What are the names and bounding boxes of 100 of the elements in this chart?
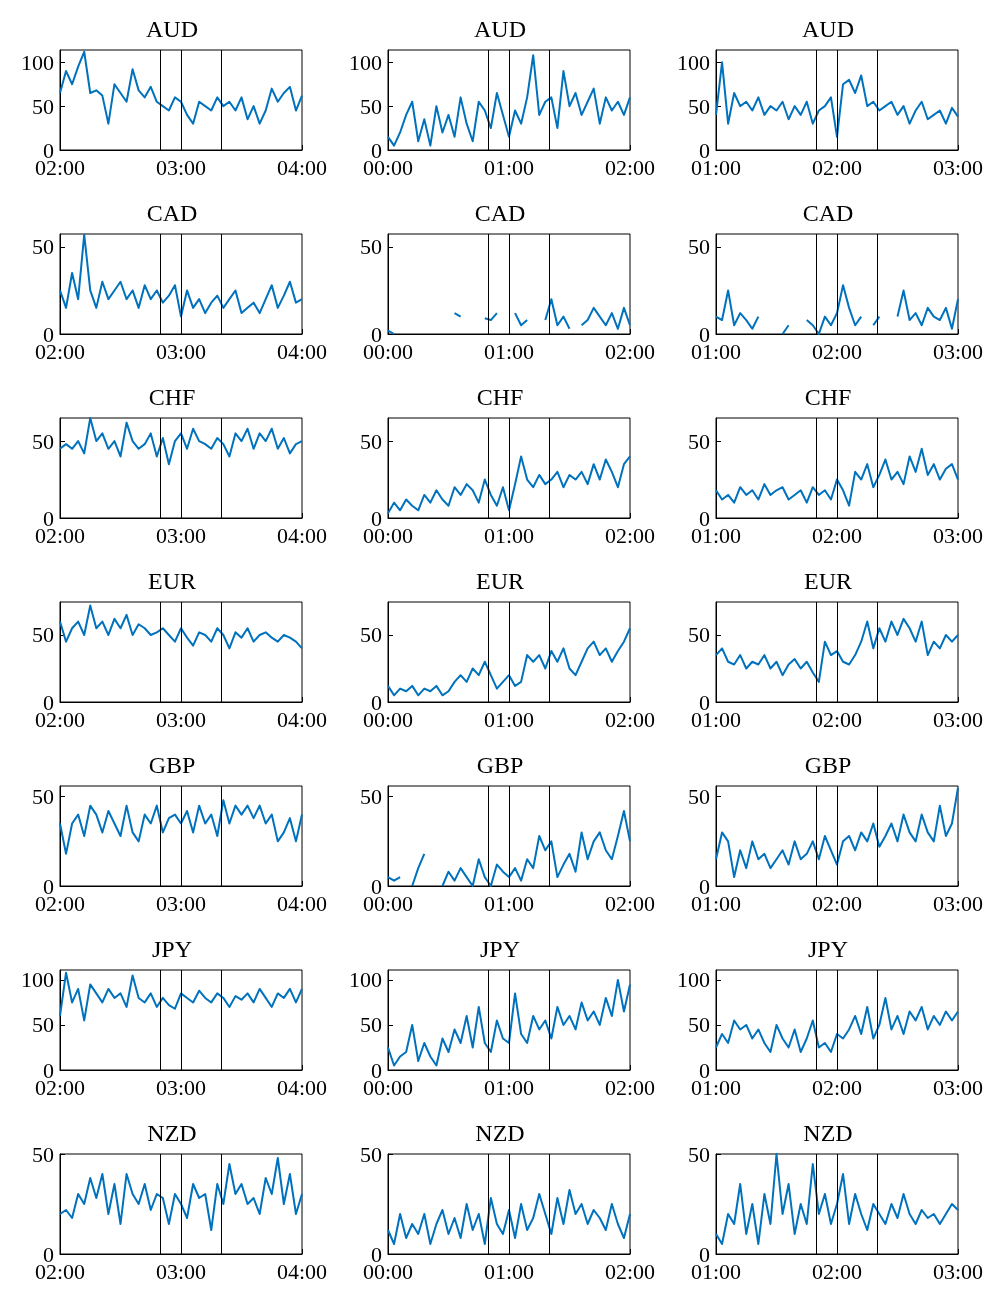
x-tick-label: 02:00	[604, 522, 656, 548]
line-series	[715, 786, 959, 879]
x-tick-label: 04:00	[276, 522, 328, 548]
x-tick-label: 04:00	[276, 154, 328, 180]
chart-title: CHF	[148, 384, 196, 410]
x-tick-label: 04:00	[276, 890, 328, 916]
y-tick-label: 50	[360, 784, 382, 810]
chart-title: CHF	[804, 384, 852, 410]
x-tick-label: 03:00	[155, 890, 207, 916]
chart-title: JPY	[807, 936, 849, 962]
line-series	[59, 604, 303, 650]
chart-title: GBP	[148, 752, 196, 778]
x-tick-label: 01:00	[483, 890, 535, 916]
line-series	[59, 799, 303, 855]
y-tick-label: 50	[32, 428, 54, 454]
x-tick-label: 02:00	[811, 338, 863, 364]
y-tick-label: 100	[21, 967, 54, 993]
y-tick-label: 50	[360, 93, 382, 119]
x-tick-label: 01:00	[483, 1258, 535, 1284]
y-tick-label: 50	[32, 622, 54, 648]
chart-title: NZD	[803, 1120, 853, 1146]
x-tick-label: 03:00	[932, 522, 984, 548]
line-series	[715, 447, 959, 507]
x-tick-label: 02:00	[604, 706, 656, 732]
line-series	[59, 233, 303, 318]
line-series	[387, 978, 631, 1067]
x-tick-label: 03:00	[932, 706, 984, 732]
x-tick-label: 02:00	[811, 154, 863, 180]
x-tick-label: 03:00	[932, 890, 984, 916]
line-series	[59, 417, 303, 466]
line-series	[387, 455, 631, 515]
x-tick-label: 02:00	[604, 890, 656, 916]
chart-title: CAD	[802, 200, 854, 226]
x-tick-label: 01:00	[483, 338, 535, 364]
x-tick-label: 04:00	[276, 338, 328, 364]
y-tick-label: 100	[349, 49, 382, 75]
x-tick-label: 02:00	[811, 1074, 863, 1100]
x-tick-label: 04:00	[276, 706, 328, 732]
x-tick-label: 03:00	[155, 706, 207, 732]
y-tick-label: 50	[688, 622, 710, 648]
y-tick-label: 50	[32, 784, 54, 810]
y-tick-label: 50	[688, 784, 710, 810]
line-series	[59, 50, 303, 125]
line-series	[715, 996, 959, 1053]
chart-title: AUD	[474, 16, 526, 42]
chart-title: JPY	[151, 936, 193, 962]
y-tick-label: 50	[32, 234, 54, 260]
chart-title: CAD	[146, 200, 198, 226]
line-series	[59, 971, 303, 1022]
x-tick-label: 03:00	[155, 1258, 207, 1284]
x-tick-label: 01:00	[483, 706, 535, 732]
x-tick-label: 02:00	[604, 338, 656, 364]
chart-title: JPY	[479, 936, 521, 962]
chart-title: CAD	[474, 200, 526, 226]
x-tick-label: 03:00	[155, 1074, 207, 1100]
y-tick-label: 100	[349, 967, 382, 993]
x-tick-label: 03:00	[155, 154, 207, 180]
y-tick-label: 50	[688, 428, 710, 454]
line-series	[715, 1153, 959, 1245]
line-series	[387, 627, 631, 697]
x-tick-label: 01:00	[483, 1074, 535, 1100]
chart-title: EUR	[476, 568, 524, 594]
line-series	[715, 617, 959, 683]
x-tick-label: 02:00	[604, 1258, 656, 1284]
y-tick-label: 50	[688, 234, 710, 260]
chart-title: GBP	[804, 752, 852, 778]
y-tick-label: 100	[677, 967, 710, 993]
y-tick-label: 100	[21, 49, 54, 75]
chart-title: NZD	[475, 1120, 525, 1146]
chart-title: AUD	[146, 16, 198, 42]
y-tick-label: 50	[360, 1141, 382, 1167]
y-tick-label: 50	[360, 622, 382, 648]
line-series	[387, 54, 631, 147]
chart-title: AUD	[802, 16, 854, 42]
y-tick-label: 50	[688, 1012, 710, 1038]
x-tick-label: 02:00	[604, 1074, 656, 1100]
chart-title: EUR	[804, 568, 852, 594]
x-tick-label: 03:00	[932, 1074, 984, 1100]
x-tick-label: 03:00	[932, 154, 984, 180]
x-tick-label: 02:00	[811, 522, 863, 548]
chart-title: NZD	[147, 1120, 197, 1146]
y-tick-label: 50	[360, 1012, 382, 1038]
y-tick-label: 50	[32, 1141, 54, 1167]
y-tick-label: 50	[32, 1012, 54, 1038]
chart-title: CHF	[476, 384, 524, 410]
x-tick-label: 02:00	[811, 706, 863, 732]
x-tick-label: 02:00	[811, 1258, 863, 1284]
chart-title: EUR	[148, 568, 196, 594]
x-tick-label: 04:00	[276, 1258, 328, 1284]
x-tick-label: 01:00	[483, 522, 535, 548]
x-tick-label: 02:00	[604, 154, 656, 180]
line-series	[715, 61, 959, 138]
y-tick-label: 50	[688, 93, 710, 119]
x-tick-label: 01:00	[483, 154, 535, 180]
x-tick-label: 03:00	[155, 338, 207, 364]
y-tick-label: 50	[32, 93, 54, 119]
y-tick-label: 50	[360, 428, 382, 454]
line-series	[59, 1157, 303, 1231]
x-tick-label: 02:00	[811, 890, 863, 916]
y-tick-label: 100	[677, 49, 710, 75]
